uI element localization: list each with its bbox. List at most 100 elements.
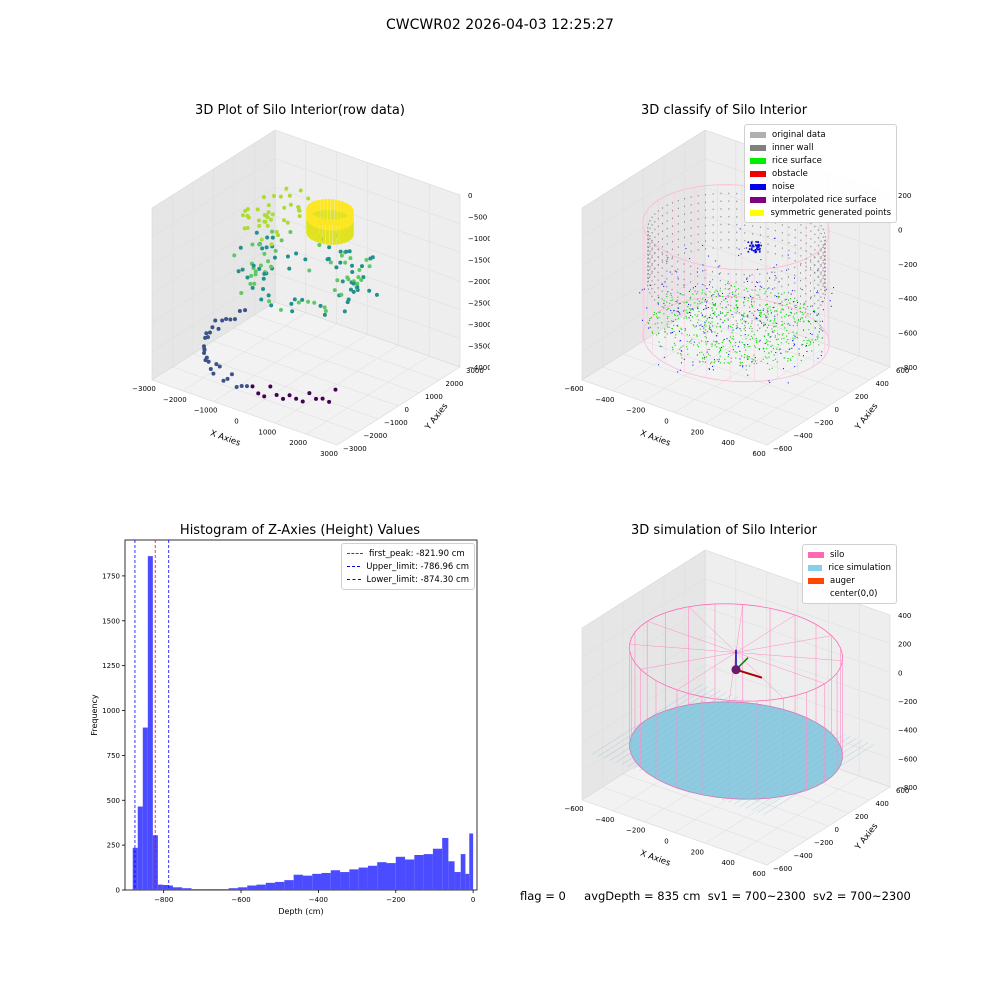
noise-point [725,298,727,300]
noise-point [744,296,746,298]
rice-point [768,333,770,335]
rice-point [690,308,693,310]
wall-point [752,248,754,250]
rice-point [744,327,746,329]
histogram-bar [349,869,359,890]
rice-point [718,314,720,316]
wall-point [774,325,776,328]
wall-point [671,240,673,243]
rice-point [811,339,813,341]
rice-point [714,291,716,293]
rice-point [771,328,773,330]
x-axis-label: X Axies [639,429,672,449]
wall-point [647,231,649,233]
histogram-bar [256,884,266,890]
raw-point [214,362,219,367]
rice-point [775,310,777,312]
rice-point [783,292,785,294]
rice-mesh-line [650,704,762,776]
wall-point [824,270,826,272]
rice-point [807,320,809,322]
rice-point [718,343,720,345]
wall-point [647,234,649,237]
rice-point [704,335,706,338]
wall-point [781,224,783,226]
noise-point [778,281,780,283]
rice-point [802,343,804,345]
noise-point [722,322,724,324]
wall-point [800,295,802,297]
histogram-bar [321,872,331,890]
wall-point [787,322,789,325]
wall-point [805,308,807,310]
rice-point [762,325,765,327]
rice-point [676,301,678,303]
z-tick-label: −400 [898,295,917,303]
rice-point [666,323,668,325]
wall-point [810,282,811,284]
wall-point [822,262,824,264]
wall-point [719,303,721,305]
wall-point [824,281,826,284]
wall-point [719,272,721,274]
wall-point [810,313,811,315]
wall-point [824,259,826,261]
rice-point [649,327,651,329]
rice-point [786,303,788,305]
rice-point [651,331,653,333]
noise-point [752,249,755,252]
wall-point [712,200,714,203]
wall-point [654,259,656,262]
y-tick-label: −400 [794,432,813,440]
wall-point [817,260,819,262]
silo-roof-wire [735,635,832,653]
noise-point [816,315,818,317]
rice-point [715,289,717,291]
rice-point [752,360,754,362]
wall-point [781,308,783,311]
rice-point [700,340,703,342]
rice-point [767,333,769,335]
y-tick-label: 500 [107,797,120,805]
rice-point [754,360,757,362]
wall-point [810,222,812,224]
legend-line-swatch [347,566,361,567]
rice-point [804,303,806,305]
histogram-bar [414,855,424,890]
rice-point [653,314,655,316]
rice-point [671,346,673,348]
rice-point [670,299,672,302]
noise-point [672,320,674,322]
noise-point [666,260,668,262]
wall-point [654,260,656,262]
raw-point [287,393,292,398]
rice-point [796,322,798,324]
rice-point [743,346,746,348]
rice-point [753,345,756,347]
rice-point [672,348,674,350]
wall-point [794,229,796,231]
wall-point [751,289,753,291]
rice-point [789,298,792,300]
wall-point [744,247,746,250]
raw-point [272,194,277,199]
wall-point [794,313,796,315]
wall-point [810,253,812,255]
raw-point [326,256,331,261]
rice-point [749,365,751,367]
noise-point [696,271,698,273]
raw-point [287,266,292,271]
noise-point [752,244,754,247]
wall-point [817,261,819,263]
noise-point [738,254,740,256]
wall-point [651,241,653,243]
wall-point [712,309,714,312]
noise-point [700,324,702,326]
wall-point [677,299,679,301]
noise-point [705,301,707,303]
raw-point [236,269,241,274]
rice-point [792,331,794,333]
wall-point [743,273,745,276]
wall-point [719,318,721,321]
rice-point [731,332,733,334]
